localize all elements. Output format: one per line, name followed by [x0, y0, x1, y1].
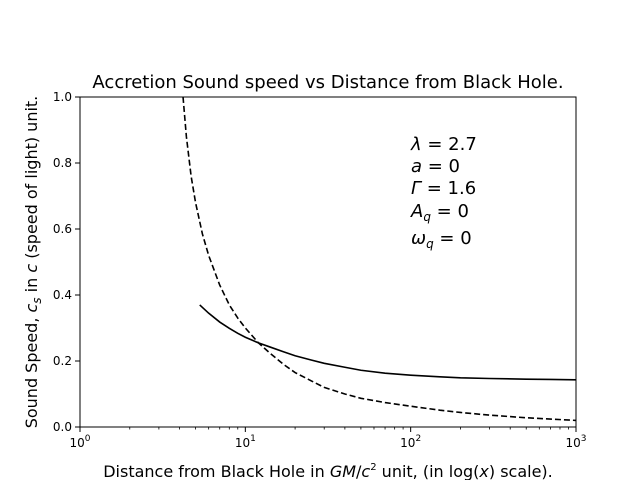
y-axis: 0.0 0.2 0.4 0.6 0.8 1.0 — [53, 90, 80, 434]
plot-area — [79, 96, 577, 428]
chart-title: Accretion Sound speed vs Distance from B… — [92, 72, 563, 93]
y-tick-label: 1.0 — [53, 90, 72, 104]
series-line-dashed — [182, 97, 576, 422]
x-axis-label: Distance from Black Hole in GM/c2 unit, … — [103, 462, 553, 480]
x-axis: 100 101 102 103 — [69, 427, 587, 450]
x-tick-label: 102 — [400, 434, 421, 450]
series-group — [182, 97, 576, 422]
y-tick-label: 0.6 — [53, 222, 72, 236]
y-tick-label: 0.8 — [53, 156, 72, 170]
y-axis-label: Sound Speed, cs in c (speed of light) un… — [22, 96, 44, 429]
annotation-line: Γ = 1.6 — [411, 178, 476, 199]
series-line-solid — [199, 304, 576, 381]
y-tick-label: 0.2 — [53, 354, 72, 368]
annotation-line: Aq = 0 — [410, 201, 469, 224]
x-tick-label: 101 — [235, 434, 256, 450]
annotation-line: λ = 2.7 — [410, 134, 477, 155]
y-tick-label: 0.4 — [53, 288, 72, 302]
x-tick-label: 100 — [69, 434, 90, 450]
annotation-line: ωq = 0 — [411, 228, 472, 251]
y-tick-label: 0.0 — [53, 420, 72, 434]
parameter-annotations: λ = 2.7a = 0Γ = 1.6Aq = 0 ωq = 0 — [410, 134, 477, 251]
x-tick-label: 103 — [565, 434, 586, 450]
annotation-line: a = 0 — [411, 156, 460, 177]
